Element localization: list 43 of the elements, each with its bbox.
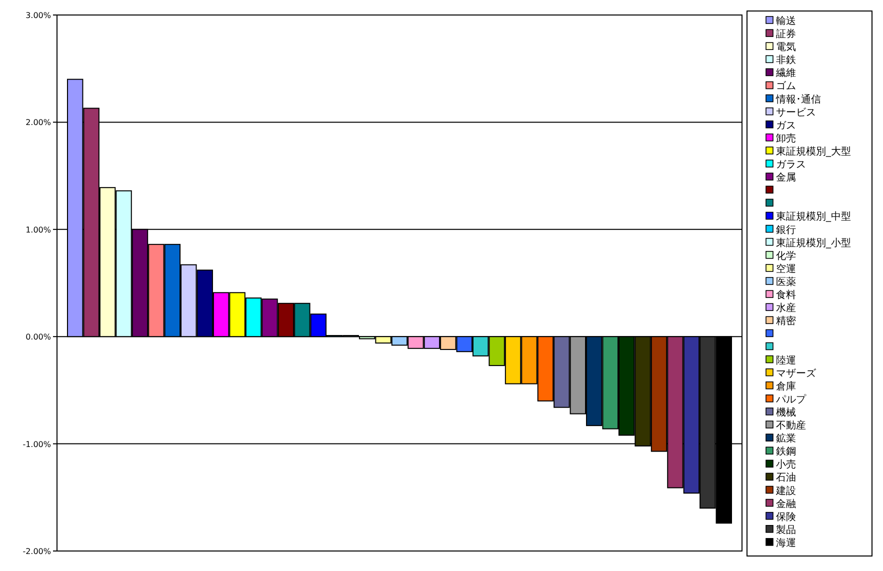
legend-label: 繊維	[775, 67, 796, 80]
legend-label: 証券	[776, 28, 796, 40]
legend-label: 東証規模別_大型	[776, 145, 851, 158]
legend-label: マザーズ	[776, 367, 817, 380]
legend-label: 東証規模別_中型	[776, 210, 851, 223]
legend-label: 石油	[776, 472, 796, 484]
legend-label: 非鉄	[776, 54, 796, 66]
legend-label: 鉄鋼	[776, 446, 796, 458]
legend-label: 建設	[775, 484, 796, 497]
legend-label: 保険	[776, 512, 796, 523]
legend-label: 不動産	[776, 420, 806, 432]
legend-label: 金属	[776, 172, 796, 184]
legend-label: 東証規模別_小型	[776, 236, 851, 249]
legend-label: 小売	[776, 458, 796, 471]
y-tick-label: -2.00%	[22, 547, 52, 556]
legend-label: 輸送	[776, 15, 796, 27]
legend-label: 陸運	[776, 354, 796, 366]
y-tick-label: 3.00%	[26, 11, 52, 20]
legend-label: 精密	[776, 315, 796, 328]
legend-label: ガス	[776, 120, 796, 132]
legend-label: サービス	[776, 107, 816, 118]
legend-label: 水産	[776, 302, 796, 314]
legend-label: ガラス	[776, 160, 806, 171]
legend-label: 銀行	[776, 224, 796, 236]
legend-label: 情報･通信	[775, 93, 821, 106]
legend-label: 空運	[776, 262, 796, 275]
legend-label: 化学	[776, 250, 796, 262]
y-tick-label: 1.00%	[26, 225, 52, 234]
legend-label: 金融	[776, 498, 796, 510]
y-tick-label: -1.00%	[22, 440, 52, 449]
legend-label: 製品	[776, 524, 796, 536]
legend-label: 機械	[776, 406, 796, 418]
legend-label: パルプ	[775, 393, 807, 406]
y-tick-label: 2.00%	[26, 118, 52, 128]
legend-label: 倉庫	[776, 380, 796, 392]
legend-label: ゴム	[776, 80, 796, 92]
y-tick-label: 0.00%	[26, 332, 52, 342]
legend-label: 卸売	[776, 132, 796, 144]
legend-label: 海運	[776, 536, 796, 549]
legend-label: 食料	[776, 289, 796, 302]
legend-label: 医薬	[776, 276, 796, 288]
legend-label: 電気	[776, 42, 796, 54]
legend-label: 鉱業	[776, 432, 796, 445]
